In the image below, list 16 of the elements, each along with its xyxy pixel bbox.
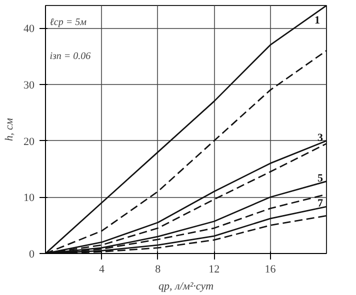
y-tick-label: 0 [29, 248, 35, 260]
series-label: 7 [318, 198, 324, 210]
y-tick-label: 10 [24, 192, 35, 204]
x-tick-label: 12 [208, 264, 220, 276]
y-axis-title: h, см [4, 118, 16, 141]
y-tick-label: 20 [24, 136, 35, 148]
x-tick-label: 8 [155, 264, 162, 276]
series-label: 1 [314, 14, 320, 26]
annotation: ℓср = 5м [50, 17, 88, 28]
y-tick-label: 40 [24, 23, 35, 36]
annotation: iзп = 0.06 [50, 50, 91, 62]
series-label: 5 [318, 172, 324, 184]
y-tick-label: 30 [24, 79, 35, 92]
x-tick-label: 16 [264, 264, 276, 276]
x-tick-label: 4 [98, 264, 105, 276]
x-axis-title: qр, л/м²·сут [158, 280, 214, 292]
